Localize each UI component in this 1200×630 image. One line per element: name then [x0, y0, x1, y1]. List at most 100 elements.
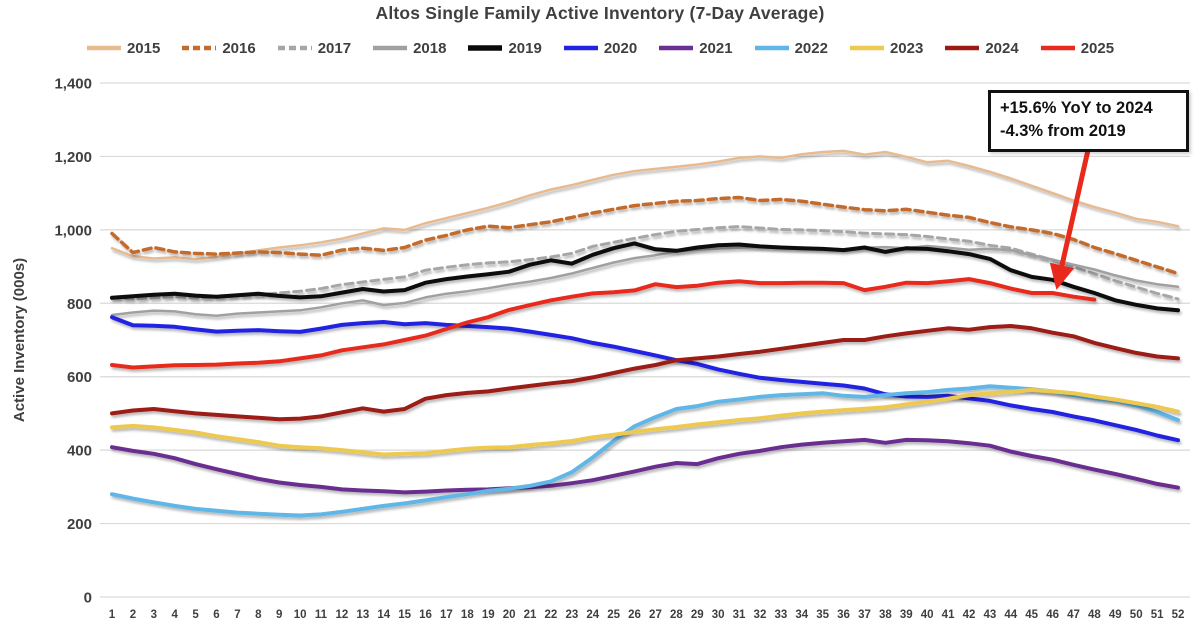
legend-label-2020: 2020: [603, 39, 638, 57]
svg-text:18: 18: [461, 609, 474, 621]
series-line-2017: [110, 225, 1180, 301]
series-line-2024: [110, 324, 1180, 422]
legend-label-2025: 2025: [1080, 39, 1115, 57]
svg-text:29: 29: [691, 609, 704, 621]
svg-text:13: 13: [356, 609, 369, 621]
legend-item-2024: 2024: [944, 40, 1019, 57]
svg-text:45: 45: [1025, 609, 1038, 621]
x-axis-labels: 1 2 3 4 5 6 7 8 9 10 11 12 13 14 15 16 17 18 19 20 21 22 23 24 2…: [109, 609, 1185, 621]
legend-swatch-2022: [754, 45, 789, 51]
legend-item-2021: 2021: [658, 39, 733, 57]
series-line-2016: [110, 195, 1180, 276]
svg-text:0: 0: [84, 590, 92, 607]
annotation-box: +15.6% YoY to 2024 -4.3% from 2019: [988, 90, 1189, 152]
svg-text:12: 12: [336, 609, 349, 621]
series-line-2023: [110, 387, 1180, 457]
svg-text:31: 31: [733, 609, 746, 621]
legend-swatch-2020: [563, 45, 598, 51]
svg-text:46: 46: [1046, 609, 1059, 621]
svg-text:10: 10: [294, 609, 307, 621]
svg-text:17: 17: [440, 609, 453, 621]
svg-text:1,200: 1,200: [54, 149, 92, 166]
legend-swatch-2016: [182, 45, 217, 51]
svg-text:6: 6: [213, 609, 219, 621]
svg-text:51: 51: [1151, 609, 1164, 621]
legend-item-2022: 2022: [754, 40, 828, 57]
legend-label-2022: 2022: [794, 39, 828, 57]
svg-text:38: 38: [879, 609, 892, 621]
svg-text:1,000: 1,000: [54, 222, 92, 239]
legend-item-2020: 2020: [563, 40, 637, 57]
svg-text:43: 43: [983, 609, 996, 621]
svg-text:34: 34: [795, 609, 808, 621]
svg-text:9: 9: [276, 609, 282, 621]
svg-text:33: 33: [774, 609, 787, 621]
svg-text:36: 36: [837, 609, 850, 621]
legend-item-2015: 2015: [86, 40, 160, 57]
series-line-2018: [110, 244, 1180, 318]
legend-item-2023: 2023: [849, 40, 923, 57]
svg-text:2: 2: [130, 609, 136, 621]
svg-text:20: 20: [503, 609, 516, 621]
legend-item-2019: 2019: [467, 39, 542, 57]
chart-title: Altos Single Family Active Inventory (7-…: [375, 3, 825, 23]
svg-text:15: 15: [398, 609, 411, 621]
annotation-line-2: -4.3% from 2019: [1000, 122, 1126, 141]
svg-text:14: 14: [377, 609, 390, 621]
legend-label-2017: 2017: [317, 39, 352, 57]
svg-text:1,400: 1,400: [54, 76, 92, 93]
annotation-arrow-icon: [1049, 149, 1091, 290]
legend-swatch-2015: [86, 45, 121, 51]
legend-swatch-2018: [373, 45, 408, 51]
svg-text:47: 47: [1067, 609, 1080, 621]
svg-text:7: 7: [234, 609, 240, 621]
svg-text:42: 42: [963, 609, 976, 621]
legend-label-2023: 2023: [889, 39, 924, 57]
series-line-2019: [110, 241, 1180, 313]
legend-swatch-2023: [849, 45, 884, 51]
svg-text:22: 22: [545, 609, 558, 621]
legend-label-2019: 2019: [508, 39, 542, 57]
svg-text:800: 800: [67, 296, 92, 313]
svg-text:49: 49: [1109, 609, 1122, 621]
legend-label-2015: 2015: [126, 39, 161, 57]
svg-text:35: 35: [816, 609, 829, 621]
svg-text:26: 26: [628, 609, 641, 621]
legend-item-2025: 2025: [1040, 40, 1114, 57]
svg-text:32: 32: [754, 609, 767, 621]
y-axis-title: Active Inventory (000s): [11, 258, 28, 422]
legend-swatch-2025: [1040, 45, 1075, 51]
svg-text:25: 25: [607, 609, 620, 621]
svg-text:44: 44: [1004, 609, 1017, 621]
svg-text:4: 4: [172, 609, 179, 621]
svg-text:1: 1: [109, 609, 116, 621]
svg-text:11: 11: [315, 609, 328, 621]
svg-text:48: 48: [1088, 609, 1101, 621]
y-axis-labels: 0 200 400 600 800 1,000 1,200 1,400: [54, 76, 92, 607]
legend-item-2016: 2016: [181, 39, 256, 57]
svg-text:400: 400: [67, 443, 92, 460]
legend-label-2018: 2018: [413, 39, 447, 57]
legend-label-2016: 2016: [222, 39, 256, 57]
legend-item-2018: 2018: [372, 40, 446, 57]
legend-swatch-2021: [659, 45, 694, 51]
legend-swatch-2024: [945, 45, 980, 51]
svg-text:39: 39: [900, 609, 913, 621]
svg-text:30: 30: [712, 609, 725, 621]
series-line-2025: [110, 277, 1097, 370]
series-line-2020: [110, 315, 1180, 443]
svg-text:200: 200: [67, 516, 92, 533]
svg-text:41: 41: [942, 609, 955, 621]
legend-label-2021: 2021: [699, 39, 733, 57]
series-line-2021: [110, 437, 1180, 495]
svg-text:21: 21: [524, 609, 537, 621]
svg-text:16: 16: [419, 609, 432, 621]
svg-text:8: 8: [255, 609, 262, 621]
svg-text:24: 24: [586, 609, 599, 621]
svg-text:27: 27: [649, 609, 662, 621]
svg-text:50: 50: [1130, 609, 1143, 621]
svg-text:52: 52: [1172, 609, 1185, 621]
legend-swatch-2019: [468, 45, 503, 51]
